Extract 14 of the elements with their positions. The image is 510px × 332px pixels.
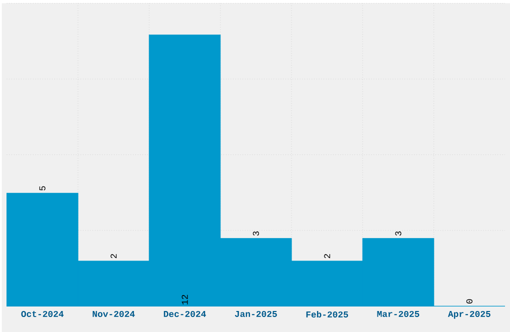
data-label: 12 [182,294,188,304]
data-label: 3 [252,231,259,236]
x-tick-label: Dec-2024 [164,310,206,317]
x-tick-label: Oct-2024 [21,310,64,317]
x-tick-label: Feb-2025 [306,310,348,318]
data-label: 3 [395,231,402,236]
data-label: 0 [466,299,472,304]
data-label: 2 [324,254,330,258]
x-tick-label: Nov-2024 [92,310,135,317]
x-tick-label: Apr-2025 [448,310,490,319]
data-label: 5 [39,186,46,190]
x-tick-label: Mar-2025 [377,310,420,317]
x-tick-label: Jan-2025 [234,310,277,317]
data-label: 2 [110,254,117,258]
